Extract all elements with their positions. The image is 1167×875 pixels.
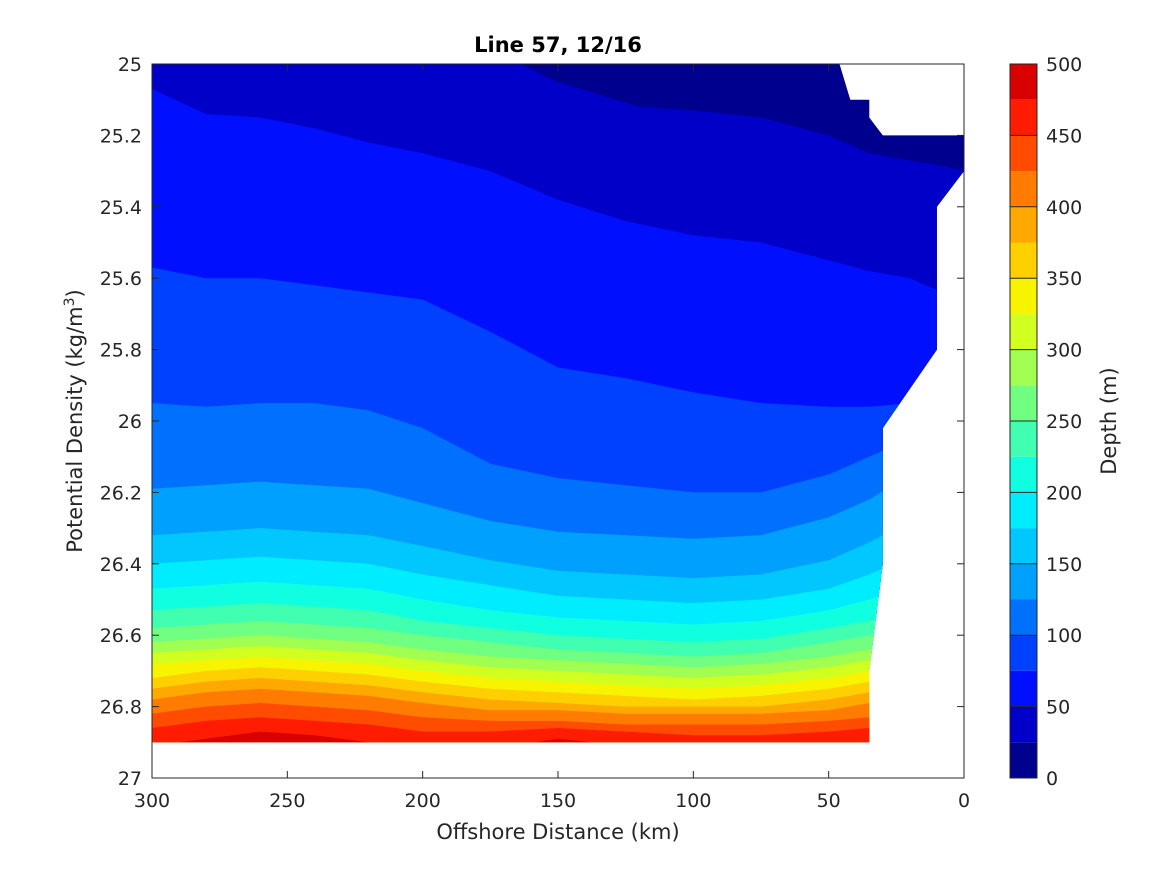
colorbar-band-250: [1010, 385, 1037, 421]
colorbar-band-475: [1010, 64, 1037, 100]
colorbar-tick-label: 300: [1046, 340, 1082, 362]
x-tick-label: 250: [269, 790, 305, 812]
colorbar-tick-label: 400: [1046, 197, 1082, 219]
colorbar-band-0: [1010, 742, 1037, 778]
x-axis-ticks: 300 250 200 150 100 50 0: [134, 64, 970, 812]
colorbar-tick-label: 100: [1046, 625, 1082, 647]
plot-area: 300 250 200 150 100 50 0 2525.225.425.625.8262…: [100, 54, 970, 812]
x-tick-label: 150: [540, 790, 576, 812]
colorbar-band-400: [1010, 171, 1037, 207]
colorbar-band-450: [1010, 99, 1037, 136]
colorbar-tick-label: 200: [1046, 482, 1082, 504]
x-axis-label: Offshore Distance (km): [436, 820, 679, 844]
y-tick-label: 26.6: [100, 625, 142, 647]
colorbar-band-300: [1010, 313, 1037, 350]
colorbar-band-75: [1010, 635, 1037, 671]
y-tick-label: 26.4: [100, 554, 142, 576]
colorbar-band-50: [1010, 670, 1037, 707]
contour-fills: [152, 64, 964, 743]
colorbar-band-100: [1010, 599, 1037, 636]
colorbar-band-225: [1010, 421, 1037, 457]
colorbar-band-350: [1010, 242, 1037, 279]
colorbar-band-125: [1010, 563, 1037, 600]
colorbar-band-150: [1010, 528, 1037, 564]
colorbar-ticks: 0 50 100 150 200 250 300 350 400 450 500: [1010, 54, 1082, 790]
colorbar-band-425: [1010, 135, 1037, 172]
x-tick-label: 100: [675, 790, 711, 812]
colorbar-tick-label: 250: [1046, 411, 1082, 433]
colorbar-tick-label: 500: [1046, 54, 1082, 76]
colorbar-tick-label: 350: [1046, 268, 1082, 290]
y-axis-label: Potential Density (kg/m3): [62, 289, 87, 553]
y-tick-label: 26.8: [100, 697, 142, 719]
colorbar-tick-label: 50: [1046, 697, 1070, 719]
colorbar-band-175: [1010, 492, 1037, 529]
x-tick-label: 50: [817, 790, 841, 812]
contour-band-450: [152, 717, 951, 743]
colorbar-band-325: [1010, 278, 1037, 314]
y-tick-label: 25.8: [100, 340, 142, 362]
colorbar-tick-label: 150: [1046, 554, 1082, 576]
colorbar-tick-label: 450: [1046, 125, 1082, 147]
y-tick-label: 25.4: [100, 197, 142, 219]
y-tick-label: 27: [118, 768, 142, 790]
x-tick-label: 300: [134, 790, 170, 812]
chart-title: Line 57, 12/16: [474, 33, 642, 57]
colorbar-bands: [1010, 64, 1037, 778]
colorbar: 0 50 100 150 200 250 300 350 400 450 500: [1009, 54, 1082, 790]
colorbar-band-25: [1010, 706, 1037, 743]
colorbar-band-200: [1010, 456, 1037, 493]
y-tick-label: 26.2: [100, 482, 142, 504]
y-axis-ticks: 25 25.2 25.4 25.6 25.8 26 26.2 26.4 26.6 26.8 27: [100, 54, 964, 790]
colorbar-band-375: [1010, 206, 1037, 243]
y-tick-label: 25: [118, 54, 142, 76]
colorbar-band-275: [1010, 349, 1037, 386]
x-tick-label: 0: [958, 790, 970, 812]
y-tick-label: 26: [118, 411, 142, 433]
colorbar-tick-label: 0: [1046, 768, 1058, 790]
colorbar-label: Depth (m): [1097, 367, 1121, 474]
x-tick-label: 200: [405, 790, 441, 812]
y-tick-label: 25.6: [100, 268, 142, 290]
y-tick-label: 25.2: [100, 125, 142, 147]
